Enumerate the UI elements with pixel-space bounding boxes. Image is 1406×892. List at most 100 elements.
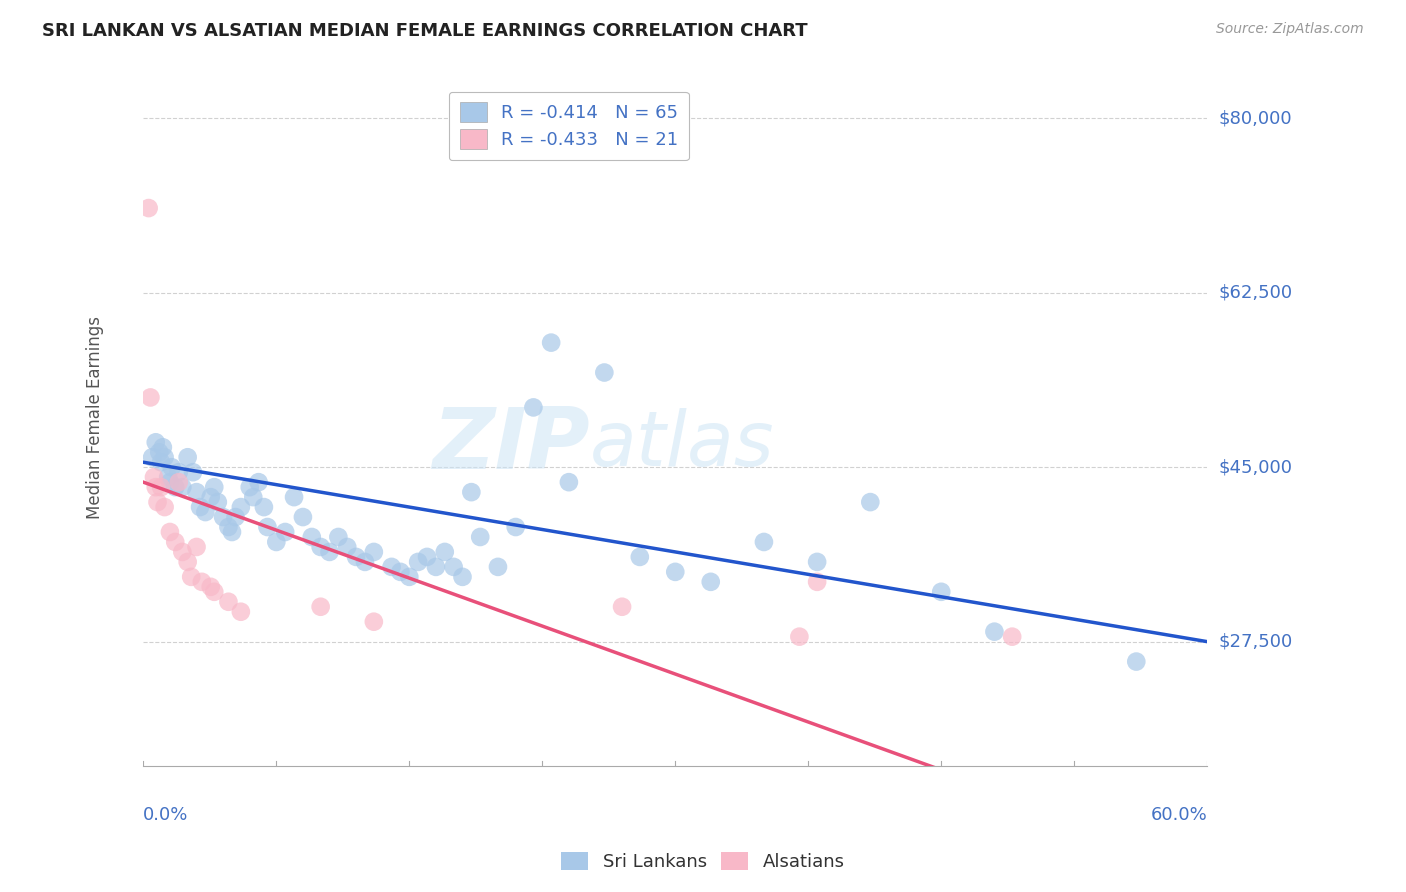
- Point: [859, 495, 882, 509]
- Point: [610, 599, 633, 614]
- Point: [505, 520, 527, 534]
- Point: [664, 565, 686, 579]
- Point: [336, 540, 359, 554]
- Point: [153, 450, 176, 465]
- Point: [188, 500, 211, 514]
- Point: [138, 201, 160, 215]
- Text: 60.0%: 60.0%: [1150, 806, 1208, 824]
- Point: [202, 584, 225, 599]
- Point: [159, 524, 181, 539]
- Point: [558, 475, 581, 490]
- Point: [318, 545, 340, 559]
- Point: [789, 630, 811, 644]
- Point: [239, 480, 262, 494]
- Point: [486, 560, 509, 574]
- Point: [363, 615, 385, 629]
- Point: [153, 500, 176, 514]
- Point: [381, 560, 404, 574]
- Text: $45,000: $45,000: [1219, 458, 1292, 476]
- Point: [266, 535, 288, 549]
- Point: [309, 540, 332, 554]
- Point: [328, 530, 350, 544]
- Point: [160, 460, 183, 475]
- Text: $27,500: $27,500: [1219, 632, 1292, 650]
- Text: SRI LANKAN VS ALSATIAN MEDIAN FEMALE EARNINGS CORRELATION CHART: SRI LANKAN VS ALSATIAN MEDIAN FEMALE EAR…: [42, 22, 808, 40]
- Point: [145, 435, 167, 450]
- Point: [207, 495, 229, 509]
- Point: [301, 530, 323, 544]
- Point: [150, 480, 173, 494]
- Point: [200, 580, 222, 594]
- Point: [354, 555, 377, 569]
- Point: [200, 490, 222, 504]
- Point: [180, 570, 202, 584]
- Point: [165, 535, 187, 549]
- Point: [406, 555, 429, 569]
- Point: [983, 624, 1005, 639]
- Point: [172, 480, 194, 494]
- Point: [522, 401, 544, 415]
- Point: [806, 555, 828, 569]
- Point: [229, 500, 252, 514]
- Point: [451, 570, 474, 584]
- Point: [186, 485, 208, 500]
- Point: [443, 560, 465, 574]
- Point: [229, 605, 252, 619]
- Point: [167, 465, 190, 479]
- Point: [157, 470, 180, 484]
- Point: [283, 490, 305, 504]
- Point: [181, 465, 204, 479]
- Point: [1001, 630, 1024, 644]
- Point: [806, 574, 828, 589]
- Point: [256, 520, 278, 534]
- Point: [145, 480, 167, 494]
- Point: [172, 545, 194, 559]
- Point: [460, 485, 482, 500]
- Point: [1125, 655, 1147, 669]
- Point: [165, 480, 187, 494]
- Point: [186, 540, 208, 554]
- Point: [253, 500, 276, 514]
- Point: [425, 560, 447, 574]
- Point: [159, 475, 181, 490]
- Point: [176, 450, 198, 465]
- Point: [593, 366, 616, 380]
- Legend: R = -0.414   N = 65, R = -0.433   N = 21: R = -0.414 N = 65, R = -0.433 N = 21: [449, 92, 689, 161]
- Point: [433, 545, 456, 559]
- Point: [752, 535, 775, 549]
- Point: [700, 574, 723, 589]
- Text: Source: ZipAtlas.com: Source: ZipAtlas.com: [1216, 22, 1364, 37]
- Point: [470, 530, 492, 544]
- Text: $62,500: $62,500: [1219, 284, 1292, 301]
- Point: [416, 549, 439, 564]
- Point: [929, 584, 952, 599]
- Point: [217, 520, 239, 534]
- Point: [389, 565, 412, 579]
- Point: [628, 549, 651, 564]
- Point: [540, 335, 562, 350]
- Point: [148, 445, 170, 459]
- Point: [150, 455, 173, 469]
- Point: [398, 570, 420, 584]
- Point: [139, 391, 162, 405]
- Point: [291, 510, 314, 524]
- Point: [221, 524, 243, 539]
- Text: atlas: atlas: [591, 409, 775, 483]
- Point: [167, 475, 190, 490]
- Point: [141, 450, 163, 465]
- Point: [309, 599, 332, 614]
- Point: [212, 510, 235, 524]
- Point: [176, 555, 198, 569]
- Point: [191, 574, 214, 589]
- Text: Median Female Earnings: Median Female Earnings: [86, 316, 104, 519]
- Point: [363, 545, 385, 559]
- Point: [146, 495, 169, 509]
- Point: [217, 595, 239, 609]
- Point: [247, 475, 270, 490]
- Point: [225, 510, 247, 524]
- Text: $80,000: $80,000: [1219, 110, 1292, 128]
- Legend: Sri Lankans, Alsatians: Sri Lankans, Alsatians: [554, 845, 852, 879]
- Point: [194, 505, 217, 519]
- Point: [202, 480, 225, 494]
- Point: [242, 490, 264, 504]
